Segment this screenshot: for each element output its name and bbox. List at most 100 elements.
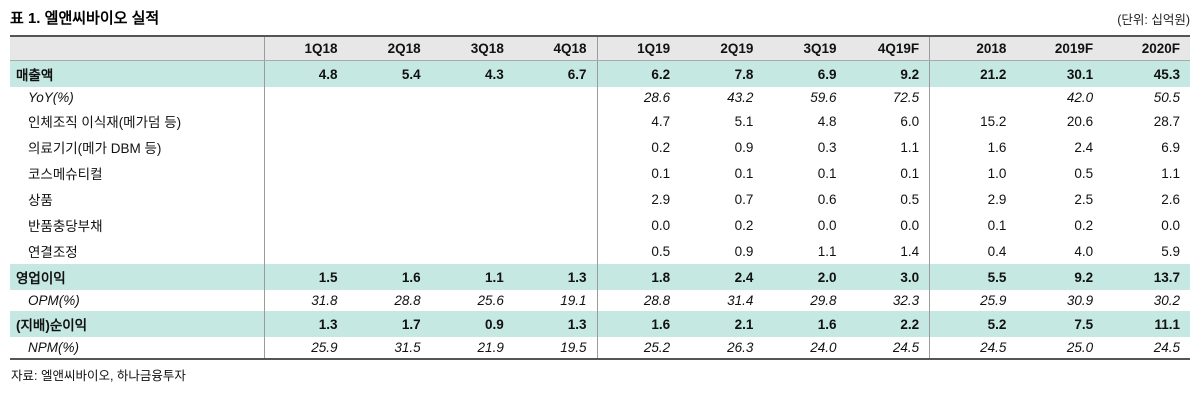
table-cell: 1.6: [347, 264, 431, 290]
table-cell: 0.4: [929, 238, 1017, 264]
table-cell: 6.9: [763, 60, 847, 87]
column-header: 1Q18: [263, 35, 348, 61]
table-cell: 21.2: [929, 60, 1017, 87]
table-cell: 1.6: [763, 311, 847, 337]
table-cell: 4.0: [1074, 243, 1094, 259]
table-row: 코스메슈티컬 0.1 0.1 0.1 0.1 1.0 0.5 1.1: [10, 160, 1190, 186]
table-cell: [263, 186, 348, 212]
table-cell: 0.5: [900, 191, 920, 207]
table-cell: [263, 238, 348, 264]
table-cell: 1.3: [513, 311, 597, 337]
table-cell: 24.5: [1103, 337, 1190, 360]
table-row: 영업이익 1.5 1.6 1.1 1.3 1.8 2.4 2.0 3.0 5.5 9.2 13.7: [10, 264, 1190, 290]
table-cell: [514, 87, 597, 108]
column-header: 2Q19: [680, 35, 764, 61]
table-cell: 9.2: [1016, 264, 1104, 290]
table-cell: [431, 108, 514, 134]
table-cell: 6.0: [900, 113, 920, 129]
table-cell: 2.0: [763, 264, 847, 290]
table-cell: 0.3: [817, 139, 837, 155]
table-cell: 0.1: [900, 165, 920, 181]
table-cell: [347, 108, 430, 134]
row-label: OPM(%): [28, 293, 80, 308]
table-cell: 7.8: [680, 60, 764, 87]
row-label: YoY(%): [28, 90, 74, 105]
table-cell: 15.2: [929, 108, 1017, 134]
table-cell: 43.2: [727, 90, 754, 105]
row-label: 영업이익: [10, 264, 265, 290]
table-cell: [431, 212, 514, 238]
table-cell: 31.8: [263, 290, 348, 311]
table-cell: 1.1: [817, 243, 837, 259]
table-cell: [514, 186, 597, 212]
table-cell: 1.1: [430, 264, 514, 290]
table-cell: 50.5: [1153, 90, 1180, 105]
table-cell: 30.9: [1066, 293, 1094, 308]
table-cell: [347, 212, 430, 238]
table-cell: [347, 238, 430, 264]
table-cell: 6.2: [596, 60, 681, 87]
source-note: 자료: 엘앤씨바이오, 하나금융투자: [11, 369, 186, 383]
row-label: 상품: [28, 193, 53, 208]
table-row: 의료기기(메가 DBM 등) 0.2 0.9 0.3 1.1 1.6 2.4 6.9: [10, 134, 1190, 160]
table-row: 반품충당부채 0.0 0.2 0.0 0.0 0.1 0.2 0.0: [10, 212, 1190, 238]
table-cell: 0.2: [1074, 217, 1094, 233]
table-cell: 0.2: [734, 217, 754, 233]
table-cell: 0.7: [734, 191, 754, 207]
table-cell: 25.9: [929, 290, 1017, 311]
table-cell: 0.1: [817, 165, 837, 181]
table-cell: 0.5: [596, 238, 681, 264]
table-cell: 6.9: [1161, 139, 1180, 155]
table-cell: [347, 160, 430, 186]
table-cell: 0.6: [817, 191, 837, 207]
table-cell: 2.5: [1074, 191, 1094, 207]
table-cell: [263, 87, 348, 108]
financial-table: 1Q18 2Q18 3Q18 4Q18 1Q19 2Q19 3Q19 4Q19F 2018 201…: [10, 35, 1190, 360]
row-label: 코스메슈티컬: [28, 167, 103, 182]
table-cell: 2.9: [929, 186, 1017, 212]
table-cell: 25.6: [477, 293, 504, 308]
table-row: 상품 2.9 0.7 0.6 0.5 2.9 2.5 2.6: [10, 186, 1190, 212]
table-cell: 2.4: [680, 264, 764, 290]
table-cell: 1.1: [900, 139, 920, 155]
table-cell: [514, 108, 597, 134]
row-label: 연결조정: [28, 245, 78, 260]
table-cell: 1.6: [929, 134, 1017, 160]
table-cell: 2.6: [1161, 191, 1180, 207]
table-cell: 24.0: [763, 337, 847, 360]
caption-row: 표 1. 엘앤씨바이오 실적 (단위: 십억원): [10, 7, 1190, 28]
page-title: 표 1. 엘앤씨바이오 실적: [10, 10, 160, 27]
table-cell: [347, 186, 430, 212]
table-cell: 0.5: [1074, 165, 1094, 181]
table-cell: 28.7: [1153, 113, 1180, 129]
table-cell: [514, 212, 597, 238]
table-cell: 0.0: [817, 217, 837, 233]
table-cell: [514, 238, 597, 264]
table-cell: 1.5: [263, 264, 348, 290]
row-label: 의료기기(메가 DBM 등): [28, 141, 162, 156]
table-cell: 31.4: [727, 293, 754, 308]
table-cell: [431, 134, 514, 160]
table-cell: 11.1: [1103, 311, 1190, 337]
table-cell: [514, 134, 597, 160]
unit-note: (단위: 십억원): [1117, 13, 1190, 27]
table-cell: 31.5: [347, 337, 431, 360]
table-cell: 2.1: [680, 311, 764, 337]
table-cell: 21.9: [430, 337, 514, 360]
table-header: 1Q18 2Q18 3Q18 4Q18 1Q19 2Q19 3Q19 4Q19F 2018 201…: [10, 35, 1190, 61]
table-cell: 4.7: [596, 108, 681, 134]
table-cell: 13.7: [1103, 264, 1190, 290]
table-row: NPM(%) 25.9 31.5 21.9 19.5 25.2 26.3 24.0 24.5 24…: [10, 337, 1190, 360]
table-cell: [263, 212, 348, 238]
table-cell: 1.3: [513, 264, 597, 290]
table-cell: 1.0: [929, 160, 1017, 186]
table-cell: 25.0: [1016, 337, 1104, 360]
table-cell: 1.7: [347, 311, 431, 337]
table-cell: 25.9: [263, 337, 348, 360]
table-cell: 0.1: [929, 212, 1017, 238]
table-cell: 0.9: [734, 139, 754, 155]
table-cell: 0.9: [430, 311, 514, 337]
table-cell: 42.0: [1066, 90, 1094, 105]
row-label: 인체조직 이식재(메가덤 등): [28, 115, 182, 130]
table-cell: 0.1: [734, 165, 754, 181]
